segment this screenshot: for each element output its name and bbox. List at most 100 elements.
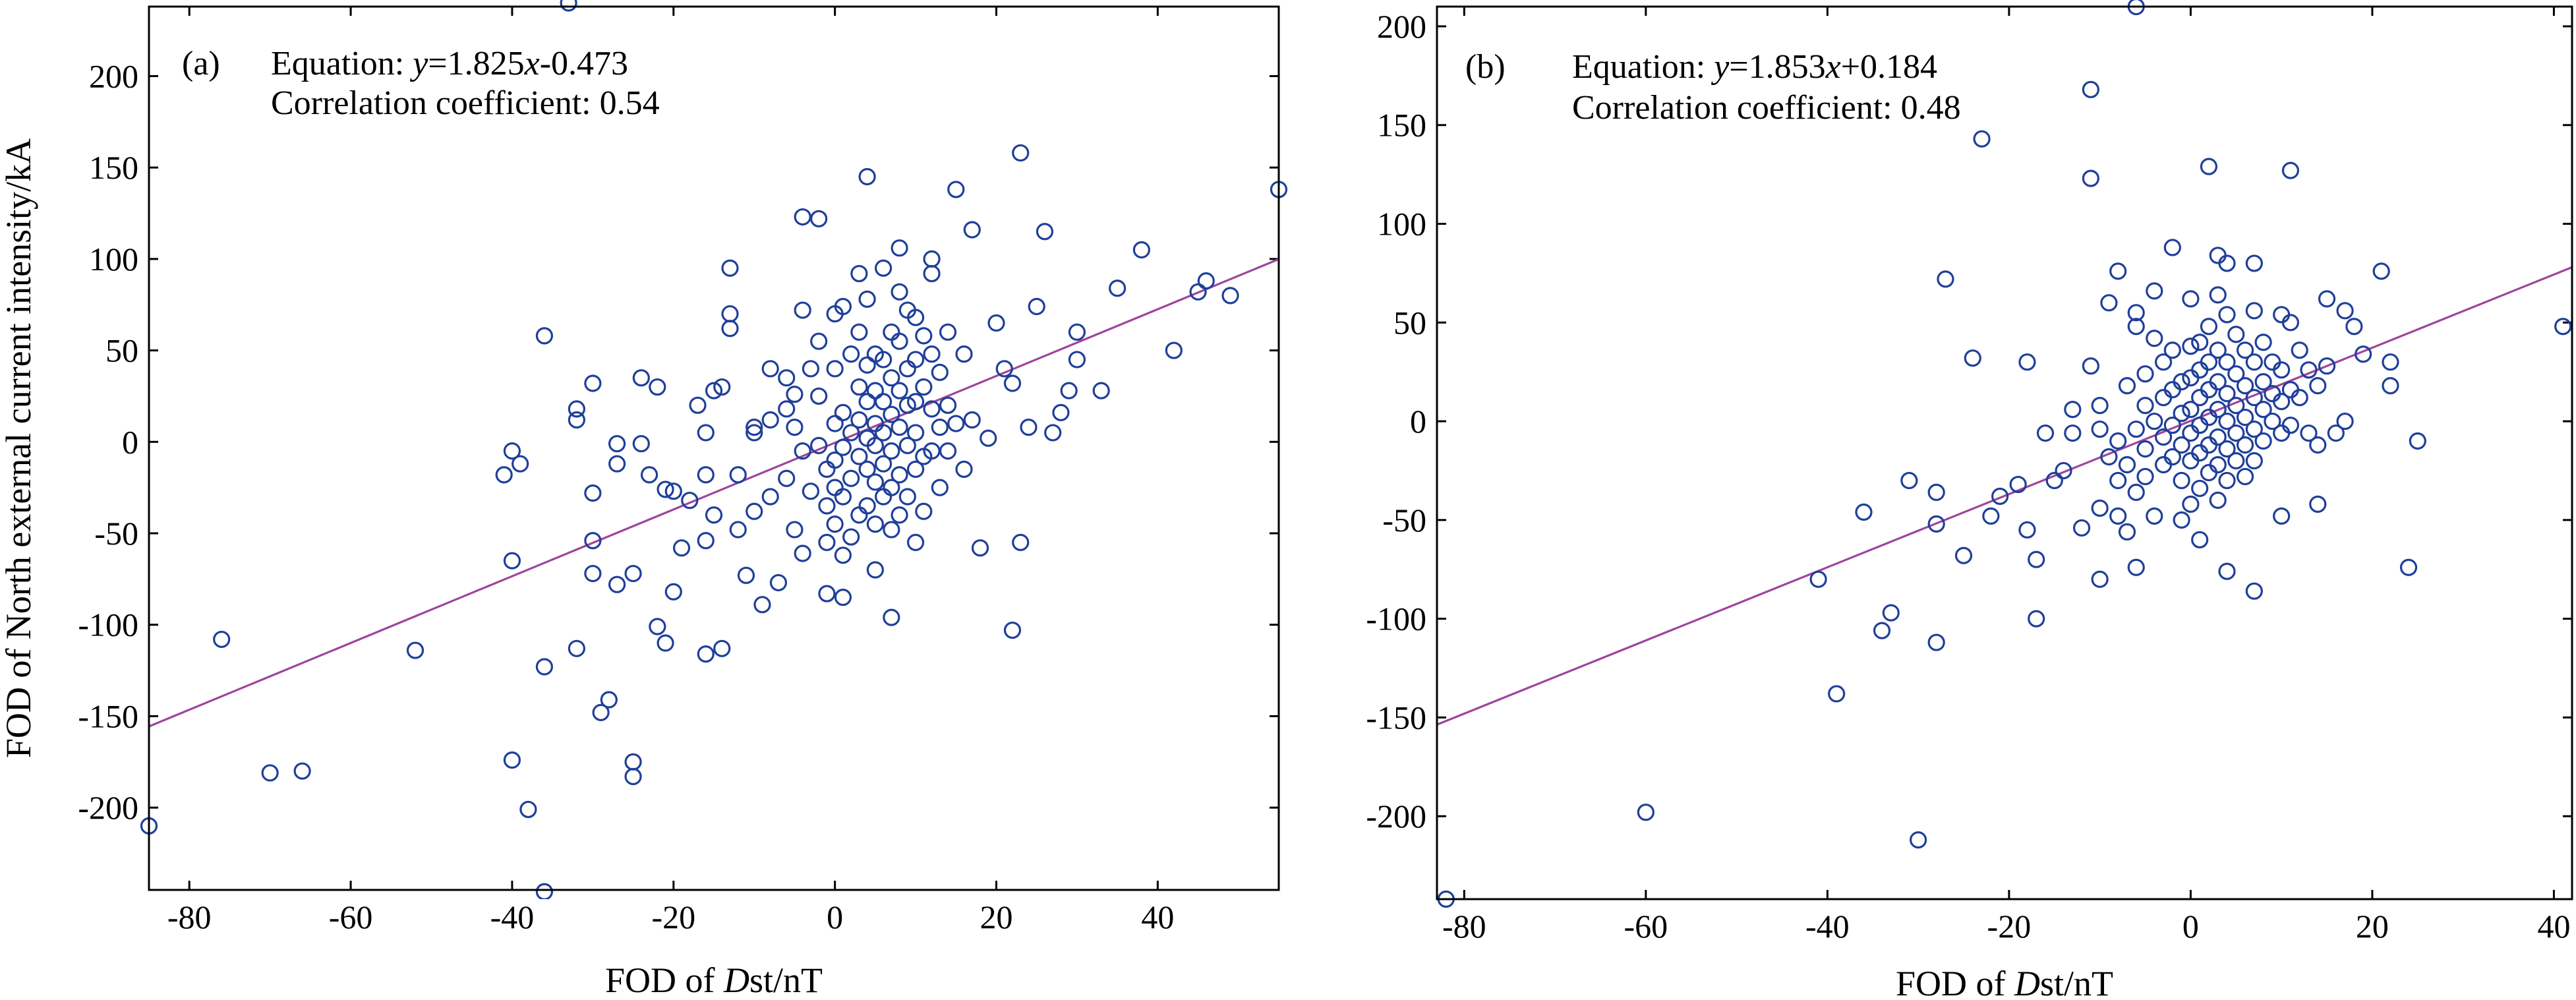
scatter-point-a <box>818 460 836 479</box>
scatter-point-a <box>826 451 844 469</box>
scatter-point-b <box>2127 304 2145 322</box>
y-tick-label-a: 100 <box>89 241 138 278</box>
scatter-points-a <box>140 0 1288 899</box>
scatter-point-b <box>2336 412 2354 430</box>
scatter-point-a <box>584 564 602 583</box>
scatter-point-a <box>608 575 626 593</box>
scatter-point-a <box>931 363 949 381</box>
scatter-point-a <box>883 479 900 496</box>
y-tick-label-b: -100 <box>1366 601 1426 637</box>
x-tick-label-a: -80 <box>167 898 212 935</box>
scatter-point-b <box>2109 471 2127 490</box>
scatter-point-a <box>866 436 884 454</box>
scatter-point-b <box>2227 397 2245 415</box>
x-label-pre-a: FOD of <box>605 960 724 1000</box>
scatter-point-b <box>2100 294 2118 312</box>
scatter-point-a <box>713 378 731 396</box>
scatter-point-a <box>495 466 513 484</box>
scatter-point-b <box>2209 428 2227 446</box>
scatter-point-a <box>503 552 521 570</box>
scatter-point-b <box>2028 550 2045 568</box>
scatter-point-b <box>2055 461 2072 480</box>
scatter-point-a <box>705 506 723 524</box>
scatter-point-b <box>2382 377 2399 395</box>
scatter-point-b <box>2318 290 2336 308</box>
scatter-point-a <box>261 764 279 782</box>
scatter-point-a <box>657 481 674 498</box>
scatter-point-b <box>1927 515 1945 533</box>
scatter-point-a <box>850 378 868 396</box>
x-tick-label-a: -60 <box>329 898 373 935</box>
scatter-point-b <box>1964 349 1981 367</box>
scatter-point-a <box>810 332 828 350</box>
scatter-point-b <box>2227 452 2245 470</box>
scatter-point-a <box>883 608 900 626</box>
scatter-point-b <box>2191 444 2209 462</box>
scatter-point-a <box>1020 418 1038 436</box>
scatter-point-a <box>713 639 731 657</box>
scatter-point-b <box>2173 511 2190 529</box>
scatter-point-b <box>2245 254 2263 272</box>
scatter-point-b <box>2173 471 2190 490</box>
scatter-point-a <box>874 424 893 442</box>
scatter-point-b <box>2200 463 2218 482</box>
equation-text-a: Equation: y=1.825x-0.473 <box>271 45 628 82</box>
scatter-point-b <box>2309 495 2327 513</box>
scatter-point-a <box>891 283 908 301</box>
equation-prefix-b: Equation: <box>1572 48 1714 86</box>
scatter-point-a <box>818 533 836 551</box>
scatter-point-b <box>2300 361 2318 379</box>
scatter-point-b <box>2209 373 2227 391</box>
scatter-point-b <box>2154 428 2173 446</box>
equation-x-a: x <box>524 45 540 82</box>
scatter-point-b <box>2100 448 2118 466</box>
scatter-point-a <box>858 497 876 515</box>
equation-x-b: x <box>1825 48 1841 86</box>
scatter-point-b <box>1927 633 1945 651</box>
scatter-point-a <box>898 396 916 414</box>
scatter-point-a <box>858 356 876 374</box>
scatter-point-a <box>963 221 981 239</box>
scatter-point-a <box>786 418 804 436</box>
scatter-point-b <box>2245 353 2263 371</box>
plot-frame-b <box>1436 5 2573 900</box>
scatter-point-b <box>1982 507 2000 525</box>
scatter-point-b <box>2136 365 2154 383</box>
scatter-point-a <box>512 455 529 473</box>
scatter-point-a <box>568 639 585 657</box>
scatter-point-a <box>1003 621 1022 639</box>
scatter-point-b <box>2200 381 2218 399</box>
scatter-point-a <box>866 382 884 399</box>
y-tick-label-a: -50 <box>94 515 138 552</box>
scatter-point-a <box>535 327 554 345</box>
scatter-point-b <box>1900 471 1918 490</box>
scatter-point-a <box>858 167 876 186</box>
y-tick-label-b: -200 <box>1366 798 1426 835</box>
scatter-point-a <box>987 314 1005 332</box>
scatter-point-a <box>906 393 925 411</box>
equation-y-a: y <box>409 45 428 82</box>
scatter-point-b <box>2146 330 2163 347</box>
x-tick-label-a: -40 <box>490 898 535 935</box>
scatter-point-a <box>858 290 876 308</box>
scatter-point-a <box>971 539 989 557</box>
scatter-point-a <box>955 460 973 479</box>
scatter-point-a <box>818 585 836 603</box>
scatter-point-a <box>891 239 908 257</box>
x-tick-label-b: -20 <box>1987 908 2032 945</box>
scatter-point-b <box>1910 831 1927 849</box>
y-tick-label-b: 200 <box>1377 8 1426 45</box>
scatter-point-b <box>2182 495 2200 513</box>
scatter-point-a <box>584 532 602 550</box>
scatter-point-a <box>584 484 602 502</box>
scatter-point-b <box>2273 361 2291 379</box>
scatter-point-a <box>640 466 659 484</box>
y-tick-label-b: 50 <box>1393 304 1426 341</box>
scatter-point-b <box>2154 389 2173 407</box>
scatter-point-a <box>608 434 626 453</box>
scatter-point-a <box>802 483 820 500</box>
scatter-point-a <box>535 883 553 899</box>
scatter-point-b <box>2245 389 2263 407</box>
scatter-point-b <box>2182 338 2200 355</box>
axis-ticks-b: -80 -60 -40 -20 0 20 40-200-150-100-5005010015… <box>1366 7 2572 945</box>
